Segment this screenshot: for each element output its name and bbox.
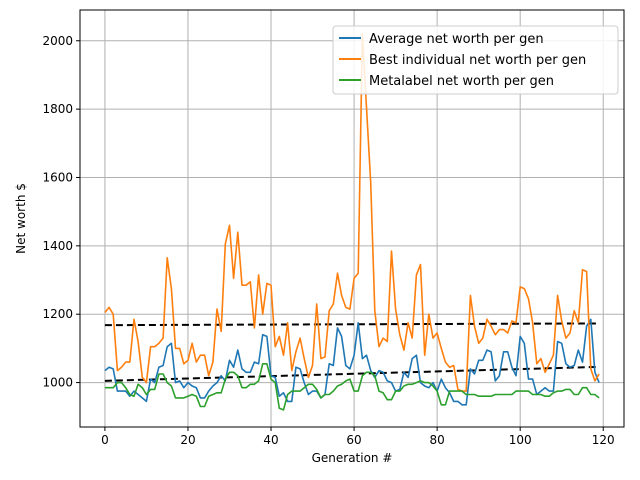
x-tick-label: 20 xyxy=(180,433,195,447)
x-tick-label: 80 xyxy=(429,433,444,447)
legend-entry: Average net worth per gen xyxy=(369,32,544,47)
y-tick-label: 1200 xyxy=(42,307,73,321)
series-lines xyxy=(104,33,600,411)
x-axis-label: Generation # xyxy=(312,451,393,465)
y-tick-label: 2000 xyxy=(42,34,73,48)
y-tick-label: 1400 xyxy=(42,239,73,253)
plot-area-frame xyxy=(79,9,625,428)
x-tick-label: 0 xyxy=(101,433,109,447)
series-line xyxy=(104,362,600,411)
y-tick-label: 1800 xyxy=(42,102,73,116)
x-tick-label: 120 xyxy=(592,433,615,447)
x-tick-label: 100 xyxy=(509,433,532,447)
grid xyxy=(80,10,624,427)
y-tick-label: 1600 xyxy=(42,170,73,184)
legend-entry: Best individual net worth per gen xyxy=(369,53,586,68)
x-tick-label: 40 xyxy=(263,433,278,447)
legend: Average net worth per gen Best individual… xyxy=(332,25,619,95)
series-line xyxy=(104,318,600,406)
trend-line xyxy=(104,322,600,327)
legend-box xyxy=(332,25,619,95)
x-tick-label: 60 xyxy=(346,433,361,447)
y-axis-label: Net worth $ xyxy=(14,183,28,254)
series-line xyxy=(104,33,600,392)
legend-entry: Metalabel net worth per gen xyxy=(369,74,554,89)
axis-ticks: 0 20 40 60 80 100 120 1000 1200 1400 1600 1800 2000 xyxy=(42,34,614,447)
y-tick-label: 1000 xyxy=(42,376,73,390)
